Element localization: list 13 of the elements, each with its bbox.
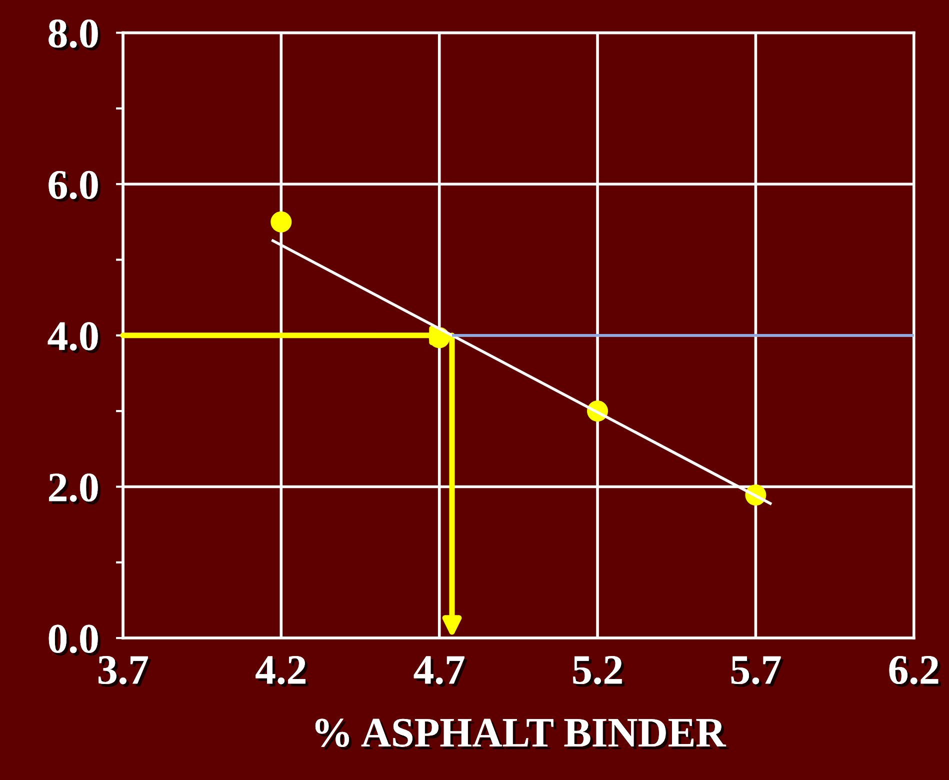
y-tick-label: 6.0	[48, 170, 101, 202]
y-tick-label: 4.0	[48, 322, 101, 354]
x-tick-label: 6.2	[889, 656, 941, 687]
x-tick-label: 4.2	[256, 656, 308, 687]
x-tick-label: 5.7	[731, 656, 784, 687]
y-tick-label: 8.0	[48, 20, 101, 51]
x-tick-label: 4.7	[414, 656, 468, 687]
y-tick-label: 0.0	[48, 624, 101, 656]
y-tick-label: 2.0	[49, 473, 101, 505]
x-tick-label: 3.7	[98, 656, 151, 687]
x-axis-title: % ASPHALT BINDER	[315, 718, 729, 750]
point	[270, 211, 292, 232]
x-tick-label: 5.2	[573, 656, 625, 687]
